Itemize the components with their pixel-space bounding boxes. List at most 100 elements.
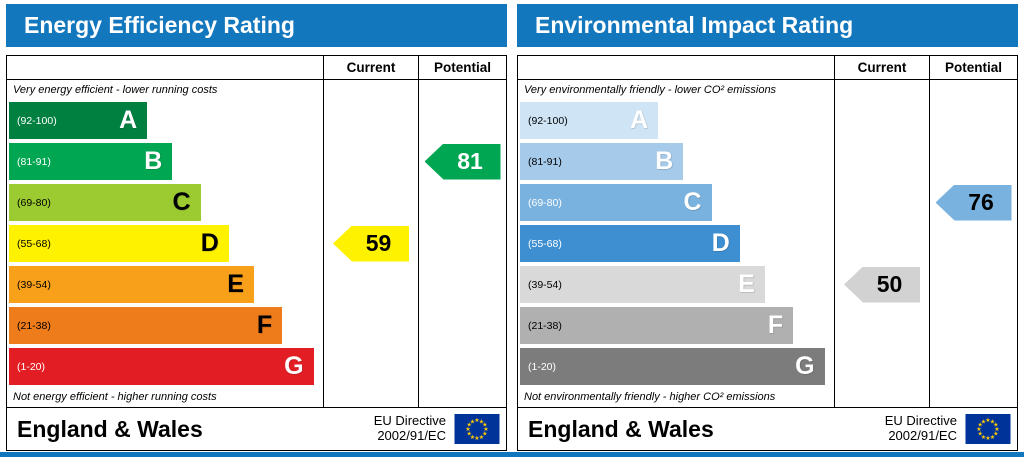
svg-text:★: ★ xyxy=(483,426,488,433)
band-row-e: (39-54) E xyxy=(7,264,324,305)
band-range-label: (55-68) xyxy=(528,237,562,250)
potential-column-header: Potential xyxy=(930,56,1017,80)
band-letter: F xyxy=(256,311,273,339)
band-range-label: (39-54) xyxy=(17,278,51,291)
current-cell xyxy=(324,346,419,387)
svg-text:★: ★ xyxy=(482,431,487,438)
region-label: England & Wales xyxy=(528,415,714,442)
eu-flag: ★ ★ ★ ★ ★ ★ ★ ★ ★ ★ ★ ★ xyxy=(454,414,500,444)
band-row-g: (1-20) G xyxy=(7,346,324,387)
band-row-f: (21-38) F xyxy=(518,305,835,346)
band-letter: G xyxy=(795,352,815,380)
potential-cell xyxy=(930,223,1017,264)
band-letter: D xyxy=(200,229,219,257)
svg-text:★: ★ xyxy=(978,422,983,429)
svg-text:★: ★ xyxy=(985,435,990,442)
eu-directive-line1: EU Directive xyxy=(373,413,446,429)
current-cell xyxy=(324,305,419,346)
band-range-label: (21-38) xyxy=(17,319,51,332)
band-range-label: (55-68) xyxy=(17,237,51,250)
current-cell xyxy=(324,100,419,141)
chart-footer: England & Wales EU Directive 2002/91/EC … xyxy=(7,407,506,450)
svg-text:★: ★ xyxy=(474,417,479,424)
svg-text:★: ★ xyxy=(467,422,472,429)
current-column-header: Current xyxy=(835,56,930,80)
svg-text:★: ★ xyxy=(482,422,487,429)
svg-text:★: ★ xyxy=(993,431,998,438)
band-range-label: (92-100) xyxy=(17,114,57,127)
band-bar-e: (39-54) E xyxy=(9,266,254,303)
chart-footer: England & Wales EU Directive 2002/91/EC … xyxy=(518,407,1017,450)
band-letter: E xyxy=(227,270,244,298)
band-row-a: (92-100) A xyxy=(518,100,835,141)
band-bar-g: (1-20) G xyxy=(9,348,314,385)
band-letter: C xyxy=(683,188,702,216)
empty-cell xyxy=(324,387,419,407)
potential-cell xyxy=(419,223,506,264)
corner-cell xyxy=(7,56,324,80)
potential-cell xyxy=(930,141,1017,182)
band-bar-c: (69-80) C xyxy=(9,184,201,221)
potential-cell: 76 xyxy=(930,182,1017,223)
band-row-b: (81-91) B xyxy=(7,141,324,182)
svg-text:★: ★ xyxy=(976,426,981,433)
band-row-b: (81-91) B xyxy=(518,141,835,182)
energy-title-bar: Energy Efficiency Rating xyxy=(6,4,507,47)
svg-text:★: ★ xyxy=(985,417,990,424)
band-range-label: (1-20) xyxy=(528,360,557,373)
svg-text:★: ★ xyxy=(479,434,484,441)
current-cell xyxy=(324,264,419,305)
bottom-border xyxy=(0,452,1024,457)
current-cell: 50 xyxy=(835,264,930,305)
svg-text:★: ★ xyxy=(994,426,999,433)
band-range-label: (81-91) xyxy=(17,155,51,168)
energy-efficiency-panel: Energy Efficiency Rating Current Potenti… xyxy=(6,4,507,457)
band-letter: F xyxy=(767,311,784,339)
empty-cell xyxy=(419,80,506,100)
band-bar-d: (55-68) D xyxy=(520,225,740,262)
current-cell: 59 xyxy=(324,223,419,264)
band-bar-e: (39-54) E xyxy=(520,266,765,303)
eu-directive-line2: 2002/91/EC xyxy=(377,428,446,443)
svg-text:★: ★ xyxy=(465,426,470,433)
band-row-c: (69-80) C xyxy=(518,182,835,223)
svg-text:★: ★ xyxy=(479,418,484,425)
potential-cell xyxy=(419,305,506,346)
band-range-label: (1-20) xyxy=(17,360,46,373)
environmental-title-bar: Environmental Impact Rating xyxy=(517,4,1018,47)
band-letter: A xyxy=(630,106,649,134)
potential-cell: 81 xyxy=(419,141,506,182)
band-row-e: (39-54) E xyxy=(518,264,835,305)
eu-directive-label: EU Directive 2002/91/EC xyxy=(373,413,446,444)
band-row-d: (55-68) D xyxy=(7,223,324,264)
current-rating-value: 59 xyxy=(365,230,392,256)
svg-text:★: ★ xyxy=(990,434,995,441)
band-bar-c: (69-80) C xyxy=(520,184,712,221)
band-row-c: (69-80) C xyxy=(7,182,324,223)
svg-text:★: ★ xyxy=(467,431,472,438)
potential-rating-arrow: 81 xyxy=(424,143,501,180)
energy-rating-chart: Current Potential Very energy efficient … xyxy=(6,55,507,451)
band-bar-b: (81-91) B xyxy=(520,143,684,180)
potential-cell xyxy=(930,100,1017,141)
potential-cell xyxy=(930,305,1017,346)
empty-cell xyxy=(324,80,419,100)
svg-text:★: ★ xyxy=(990,418,995,425)
band-bar-g: (1-20) G xyxy=(520,348,825,385)
current-cell xyxy=(835,346,930,387)
eu-directive-line2: 2002/91/EC xyxy=(888,428,957,443)
corner-cell xyxy=(518,56,835,80)
band-bar-a: (92-100) A xyxy=(520,102,659,139)
potential-column-header: Potential xyxy=(419,56,506,80)
band-letter: B xyxy=(655,147,674,175)
top-caption: Very environmentally friendly - lower CO… xyxy=(518,80,835,100)
potential-rating-value: 76 xyxy=(968,189,994,215)
current-rating-value: 50 xyxy=(876,271,903,297)
svg-text:★: ★ xyxy=(981,434,986,441)
band-bar-b: (81-91) B xyxy=(9,143,173,180)
potential-cell xyxy=(930,264,1017,305)
current-cell xyxy=(324,182,419,223)
environmental-rating-chart: Current Potential Very environmentally f… xyxy=(517,55,1018,451)
current-column-header: Current xyxy=(324,56,419,80)
